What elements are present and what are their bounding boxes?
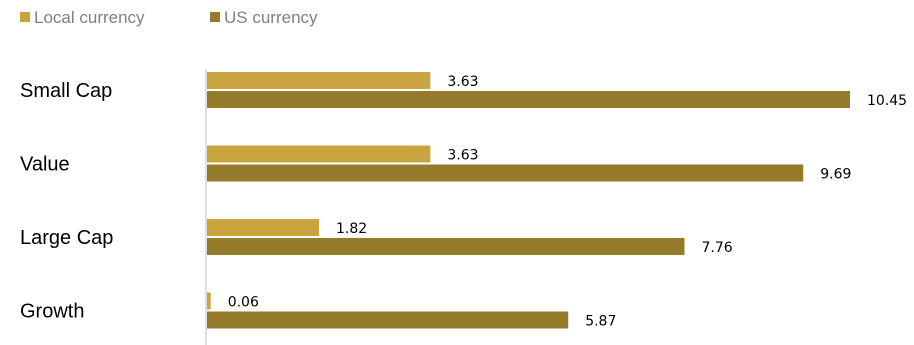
category-label-large-cap: Large Cap xyxy=(20,227,113,249)
bar-local-currency-value xyxy=(207,145,431,163)
legend: Local currency US currency xyxy=(20,8,318,27)
bar-local-currency-large-cap xyxy=(207,219,319,236)
bar-local-currency-small-cap xyxy=(207,72,431,89)
data-label-local-currency-value: 3.63 xyxy=(447,148,478,164)
bar-us-currency-large-cap xyxy=(207,238,685,255)
category-label-value: Value xyxy=(20,154,70,176)
data-label-local-currency-small-cap: 3.63 xyxy=(447,74,478,90)
category-label-growth: Growth xyxy=(20,301,84,323)
bar-us-currency-growth xyxy=(207,311,569,329)
legend-label-local-currency: Local currency xyxy=(34,8,145,27)
data-label-us-currency-large-cap: 7.76 xyxy=(701,240,732,256)
data-label-local-currency-growth: 0.06 xyxy=(228,295,259,311)
bar-us-currency-value xyxy=(207,164,804,182)
legend-label-us-currency: US currency xyxy=(224,8,318,27)
bar-local-currency-growth xyxy=(207,292,211,310)
category-label-small-cap: Small Cap xyxy=(20,80,112,102)
bar-us-currency-small-cap xyxy=(207,91,850,108)
legend-swatch-us-currency xyxy=(210,12,220,22)
data-label-us-currency-small-cap: 10.45 xyxy=(867,93,907,109)
data-labels: 3.63 10.45 3.63 9.69 1.82 7.76 0.06 5.87 xyxy=(228,74,907,330)
category-labels: Small Cap Value Large Cap Growth xyxy=(20,80,113,323)
legend-swatch-local-currency xyxy=(20,12,30,22)
bars xyxy=(207,72,850,329)
data-label-us-currency-growth: 5.87 xyxy=(585,314,616,330)
data-label-us-currency-value: 9.69 xyxy=(820,167,851,183)
data-label-local-currency-large-cap: 1.82 xyxy=(336,221,367,237)
